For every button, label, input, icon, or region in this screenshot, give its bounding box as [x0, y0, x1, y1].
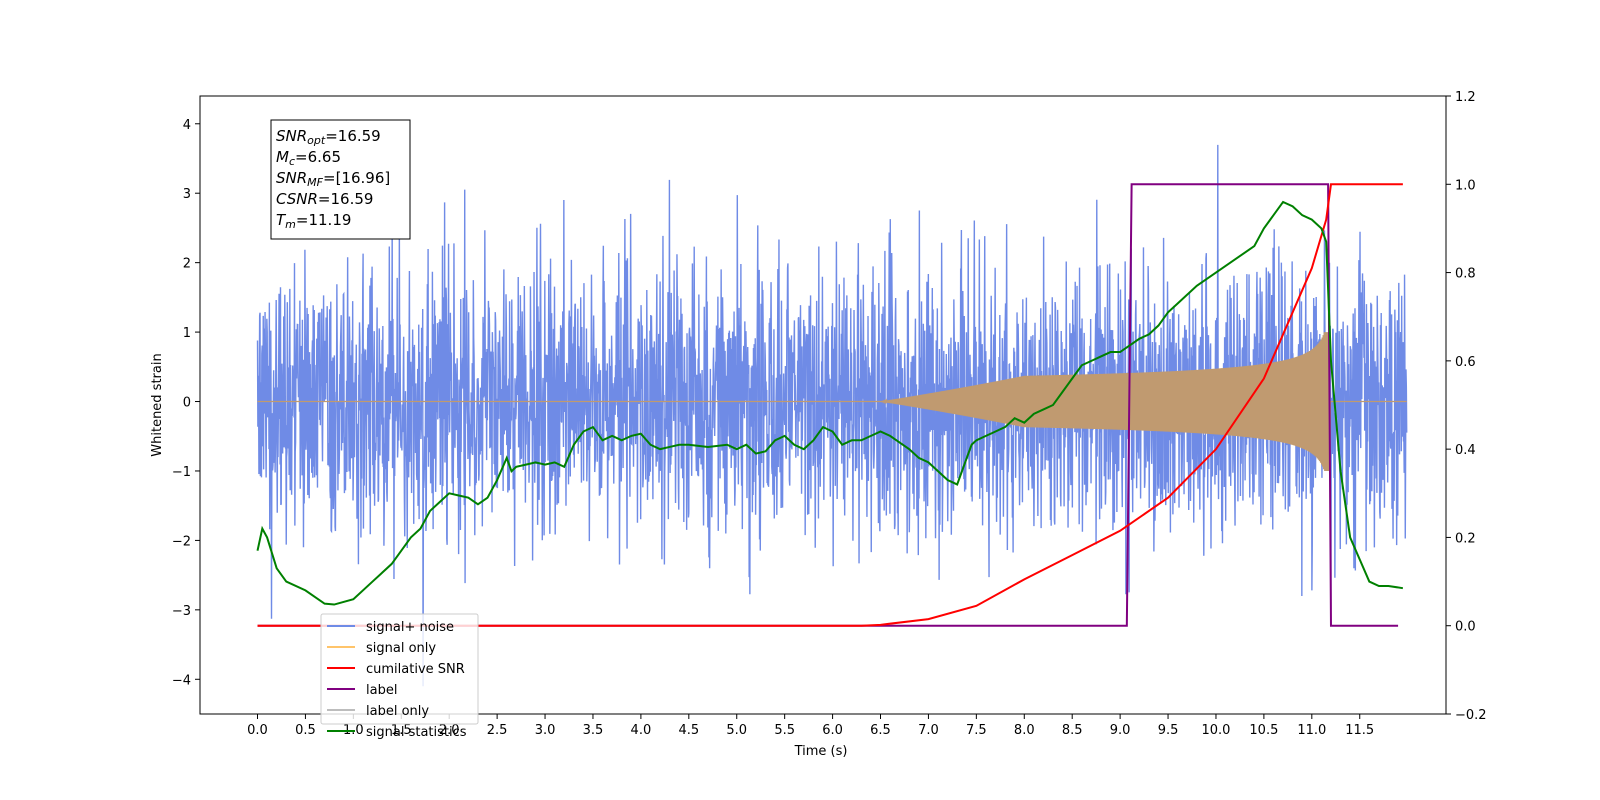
y-axis-label: Whitened strain [150, 353, 165, 456]
y-tick-label: −4 [172, 673, 191, 688]
x-tick-label: 10.5 [1249, 723, 1278, 738]
x-tick-label: 9.5 [1158, 723, 1179, 738]
x-tick-label: 5.5 [774, 723, 795, 738]
x-tick-label: 3.0 [535, 723, 556, 738]
x-tick-label: 3.5 [583, 723, 604, 738]
x-tick-label: 7.5 [966, 723, 987, 738]
metrics-annotation-box: SNRopt=16.59Mc=6.65SNRMF=[16.96]CSNR=16.… [270, 119, 411, 240]
annotation-line: SNRopt=16.59 [276, 127, 381, 147]
x-tick-label: 2.5 [487, 723, 508, 738]
legend-frame [320, 613, 479, 725]
annotation-line: SNRMF=[16.96] [276, 169, 390, 189]
y-tick-label: 1 [183, 326, 191, 341]
y-tick-label: 0 [183, 396, 191, 411]
x-tick-label: 9.0 [1110, 723, 1131, 738]
x-tick-label: 5.0 [726, 723, 747, 738]
x-tick-label: 7.0 [918, 723, 939, 738]
x-tick-label: 8.0 [1014, 723, 1035, 738]
y2-tick-label: 0.4 [1455, 443, 1476, 458]
y2-tick-label: 0.2 [1455, 531, 1476, 546]
legend-label: signal statistics [366, 725, 467, 740]
annotation-line: Mc=6.65 [276, 148, 341, 168]
y-tick-label: −2 [172, 534, 191, 549]
legend-label: signal only [366, 641, 436, 656]
x-tick-label: 4.5 [678, 723, 699, 738]
y-axis-right: 1.2 1.0 0.8 0.6 0.4 0.2 0.0 −0.2 [1446, 90, 1487, 723]
y2-tick-label: −0.2 [1455, 708, 1487, 723]
x-axis: 0.0 0.5 1.0 1.5 2.0 2.5 3.0 3.5 4.0 4.5 5.0 5.5 6.0 6… [247, 714, 1374, 738]
x-tick-label: 6.5 [870, 723, 891, 738]
y2-tick-label: 1.0 [1455, 178, 1476, 193]
plot-frame [199, 95, 1447, 715]
y2-tick-label: 0.6 [1455, 355, 1476, 370]
y-tick-label: 3 [183, 187, 191, 202]
x-tick-label: 0.5 [295, 723, 316, 738]
x-tick-label: 2.0 [439, 723, 460, 738]
legend-label: cumilative SNR [366, 662, 465, 677]
x-tick-label: 4.0 [631, 723, 652, 738]
y-axis-left: 4 3 2 1 0 −1 −2 −3 −4 [172, 118, 200, 688]
annotation-line: CSNR=16.59 [276, 190, 373, 208]
y-tick-label: 2 [183, 257, 191, 272]
signal-only-line [257, 332, 1407, 471]
legend-label: signal+ noise [366, 620, 454, 635]
y2-tick-label: 0.0 [1455, 620, 1476, 635]
signal-statistics-line [256, 200, 1404, 606]
annotation-box-frame [270, 119, 411, 240]
x-tick-label: 1.5 [391, 723, 412, 738]
legend-label: label only [366, 704, 429, 719]
legend: signal+ noise signal only cumilative SNR la… [320, 613, 479, 740]
y-tick-label: −3 [172, 604, 191, 619]
x-axis-label: Time (s) [794, 744, 848, 759]
y-tick-label: −1 [172, 465, 191, 480]
label-line [257, 183, 1399, 627]
cumulative-snr-line [257, 183, 1403, 627]
x-tick-label: 8.5 [1062, 723, 1083, 738]
legend-label: label [366, 683, 397, 698]
x-tick-label: 11.0 [1297, 723, 1326, 738]
y2-tick-label: 0.8 [1455, 267, 1476, 282]
y2-tick-label: 1.2 [1455, 90, 1476, 105]
x-tick-label: 11.5 [1345, 723, 1374, 738]
annotation-line: Tm=11.19 [276, 211, 351, 231]
x-tick-label: 10.0 [1201, 723, 1230, 738]
x-tick-label: 0.0 [247, 723, 268, 738]
x-tick-label: 6.0 [822, 723, 843, 738]
plot-series [256, 144, 1408, 687]
y-tick-label: 4 [183, 118, 191, 133]
